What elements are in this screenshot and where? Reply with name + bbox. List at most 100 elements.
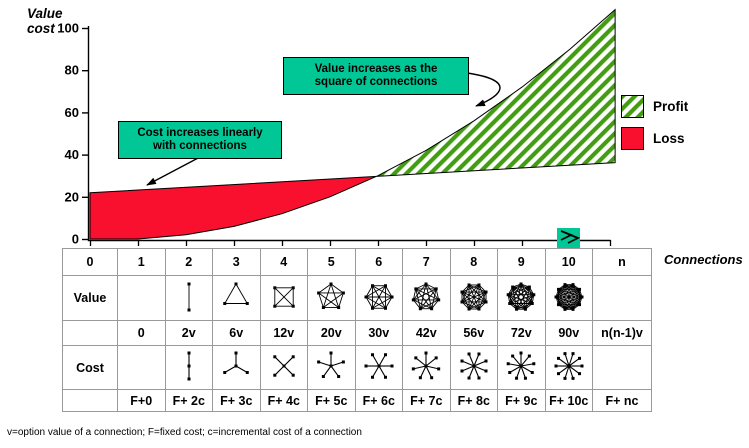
profit-area: [376, 8, 616, 177]
value-graph-cell: [544, 275, 593, 321]
cost-amount-cell: F+ 4c: [259, 389, 308, 412]
value-amount-cell: 2v: [164, 320, 213, 346]
value-amount-cell: 20v: [307, 320, 356, 346]
complete-graph-icon: [554, 282, 584, 311]
complete-graph-icon: [460, 282, 488, 311]
cost-graph-cell: [164, 345, 213, 390]
cost-graph-cell: [259, 345, 308, 390]
value-graph-cell: [402, 275, 451, 321]
value-amount-cell: 72v: [497, 320, 546, 346]
x-axis-title: Connections: [664, 252, 743, 267]
star-graph-icon: [554, 352, 584, 380]
cost-graph-cell: [307, 345, 356, 390]
connections-header-cell: 5: [307, 248, 356, 276]
cost-graph-cell: [117, 345, 166, 390]
cost-amount-cell: F+ 2c: [164, 389, 213, 412]
complete-graph-icon: [317, 282, 346, 309]
legend-item-loss: Loss: [621, 127, 688, 150]
value-amount-cell: 90v: [544, 320, 593, 346]
star-graph-icon: [506, 351, 536, 380]
footnote: v=option value of a connection; F=fixed …: [7, 427, 362, 438]
chart-plot: 0 20 40 60 80 100: [57, 8, 616, 248]
star-graph-icon: [317, 351, 346, 379]
cost-graph-cell: [354, 345, 403, 390]
star-graph-icon: [364, 353, 394, 379]
y-axis-title: Value cost: [27, 6, 63, 36]
cost-amount-cell: F+ 5c: [307, 389, 356, 412]
connections-header-cell: 7: [402, 248, 451, 276]
y-tick-label: 100: [57, 21, 79, 36]
callout-value: Value increases as the square of connect…: [283, 57, 469, 95]
star-graph-icon: [273, 355, 295, 377]
chart-axes: 0 20 40 60 80 100: [57, 21, 612, 247]
legend-label-profit: Profit: [653, 99, 689, 114]
value-row-label: Value: [62, 275, 118, 321]
complete-graph-icon: [506, 282, 536, 311]
legend-item-profit: Profit: [621, 95, 688, 118]
cost-amount-cell: F+ 8c: [449, 389, 498, 412]
connections-header-cell: 2: [164, 248, 213, 276]
connections-header-cell: n: [592, 248, 652, 276]
connections-table-wrap: 0 1 2 3 4 5 6 7 8 9 10 n Value 0 2v 6v 12v 20v 30v 42v 56v 72…: [62, 248, 652, 412]
y-tick-label: 60: [65, 105, 79, 120]
y-tick-label: 20: [65, 189, 79, 204]
y-tick-label: 40: [65, 147, 79, 162]
complete-graph-icon: [223, 282, 250, 305]
value-graph-cell: [117, 275, 166, 321]
cost-amount-cell: F+ 6c: [354, 389, 403, 412]
cost-amount-cell: [62, 389, 118, 412]
value-amount-cell: n(n-1)v: [592, 320, 652, 346]
value-graph-cell: [592, 275, 652, 321]
callout-cost: Cost increases linearly with connections: [118, 121, 282, 159]
value-graph-cell: [497, 275, 546, 321]
complete-graph-icon: [273, 285, 295, 308]
complete-graph-icon: [187, 282, 191, 311]
loss-area: [89, 175, 377, 240]
connections-header-cell: 4: [259, 248, 308, 276]
complete-graph-icon: [412, 282, 441, 310]
value-amount-cell: 12v: [259, 320, 308, 346]
value-amount-cell: [62, 320, 118, 346]
value-amount-cell: 42v: [402, 320, 451, 346]
profit-hatch-swatch-icon: [621, 95, 644, 118]
cost-graph-cell: [449, 345, 498, 390]
value-graph-cell: [212, 275, 261, 321]
value-graph-cell: [307, 275, 356, 321]
star-graph-icon: [460, 352, 488, 380]
value-graph-cell: [164, 275, 213, 321]
axis-break-icon: [557, 228, 581, 248]
connections-header-cell: 8: [449, 248, 498, 276]
value-graph-cell: [449, 275, 498, 321]
cost-graph-cell: [497, 345, 546, 390]
cost-graph-cell: [544, 345, 593, 390]
connections-header-cell: 1: [117, 248, 166, 276]
legend-label-loss: Loss: [653, 131, 685, 146]
cost-amount-cell: F+ 10c: [544, 389, 593, 412]
cost-amount-cell: F+ 7c: [402, 389, 451, 412]
cost-graph-cell: [402, 345, 451, 390]
value-amount-cell: 6v: [212, 320, 261, 346]
value-callout-arrow-icon: [466, 72, 501, 107]
connections-header-cell: 3: [212, 248, 261, 276]
y-tick-label: 80: [65, 63, 79, 78]
legend: Profit Loss: [621, 95, 688, 159]
cost-amount-cell: F+ 9c: [497, 389, 546, 412]
loss-swatch-icon: [621, 127, 644, 150]
complete-graph-icon: [364, 283, 394, 310]
value-amount-cell: 0: [117, 320, 166, 346]
chart-area-regions: [89, 8, 616, 240]
value-graph-cell: [354, 275, 403, 321]
connections-header-cell: 0: [62, 248, 118, 276]
value-graph-cell: [259, 275, 308, 321]
y-tick-label: 0: [72, 232, 79, 247]
connections-header-cell: 9: [497, 248, 546, 276]
star-graph-icon: [412, 351, 441, 380]
cost-amount-cell: F+0: [117, 389, 166, 412]
cost-amount-cell: F+ nc: [592, 389, 652, 412]
star-graph-icon: [187, 351, 191, 381]
star-graph-icon: [223, 351, 250, 374]
cost-graph-cell: [592, 345, 652, 390]
value-amount-cell: 56v: [449, 320, 498, 346]
cost-graph-cell: [212, 345, 261, 390]
